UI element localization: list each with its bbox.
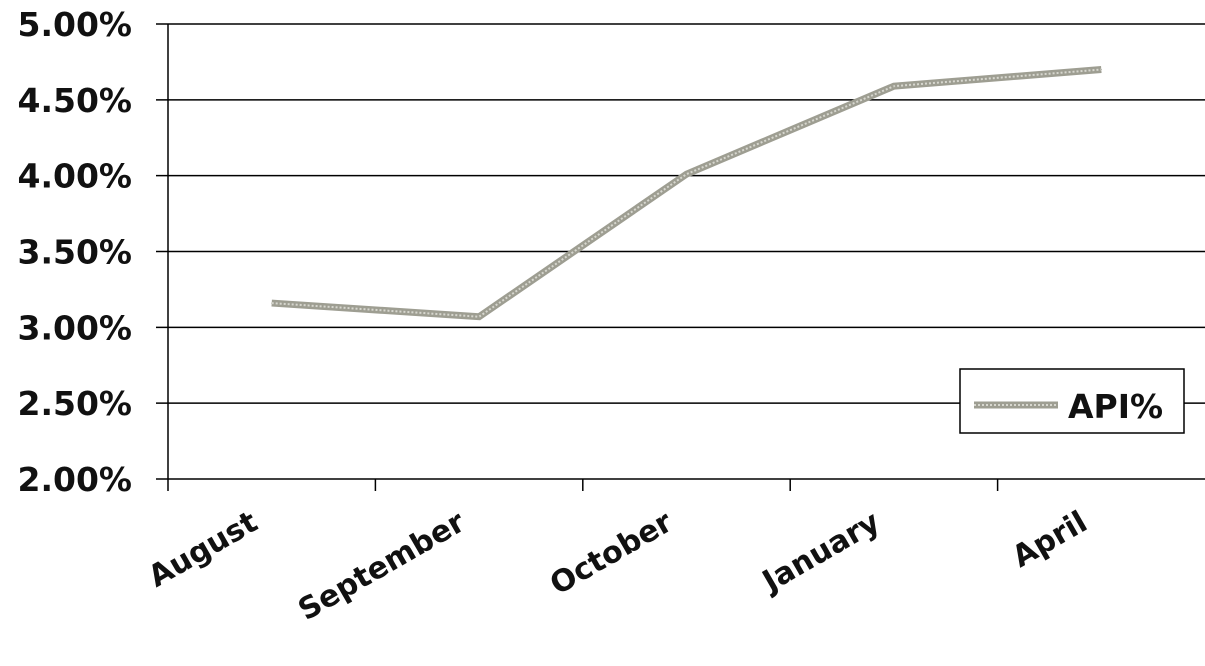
x-tick-label: January [755,504,886,600]
y-axis-tick-labels: 2.00% 2.50% 3.00% 3.50% 4.00% 4.50% 5.00% [18,5,133,499]
x-tick-label: August [143,505,264,595]
axes [156,24,1205,491]
x-tick-label: September [293,505,472,628]
series-line-highlight [271,68,1102,318]
x-tick-label: October [544,505,678,603]
y-tick-label: 4.50% [18,81,133,120]
y-tick-label: 3.50% [18,233,133,272]
series-line [271,66,1102,321]
legend: API% [959,368,1185,434]
data-point [893,85,895,87]
data-point [686,173,687,175]
legend-box [959,368,1185,434]
x-axis-tick-labels: August September October January April [143,504,1094,628]
y-tick-label: 4.00% [18,157,133,196]
data-point [271,302,273,304]
x-tick-label: April [1006,505,1093,575]
y-tick-label: 2.50% [18,384,133,423]
gridlines [156,23,1205,404]
y-tick-label: 3.00% [18,308,133,347]
series-api-percent [271,66,1102,321]
data-point [478,316,480,318]
y-tick-label: 2.00% [18,460,133,499]
legend-label: API% [1068,387,1163,426]
y-tick-label: 5.00% [18,5,133,44]
data-point [1100,69,1102,70]
